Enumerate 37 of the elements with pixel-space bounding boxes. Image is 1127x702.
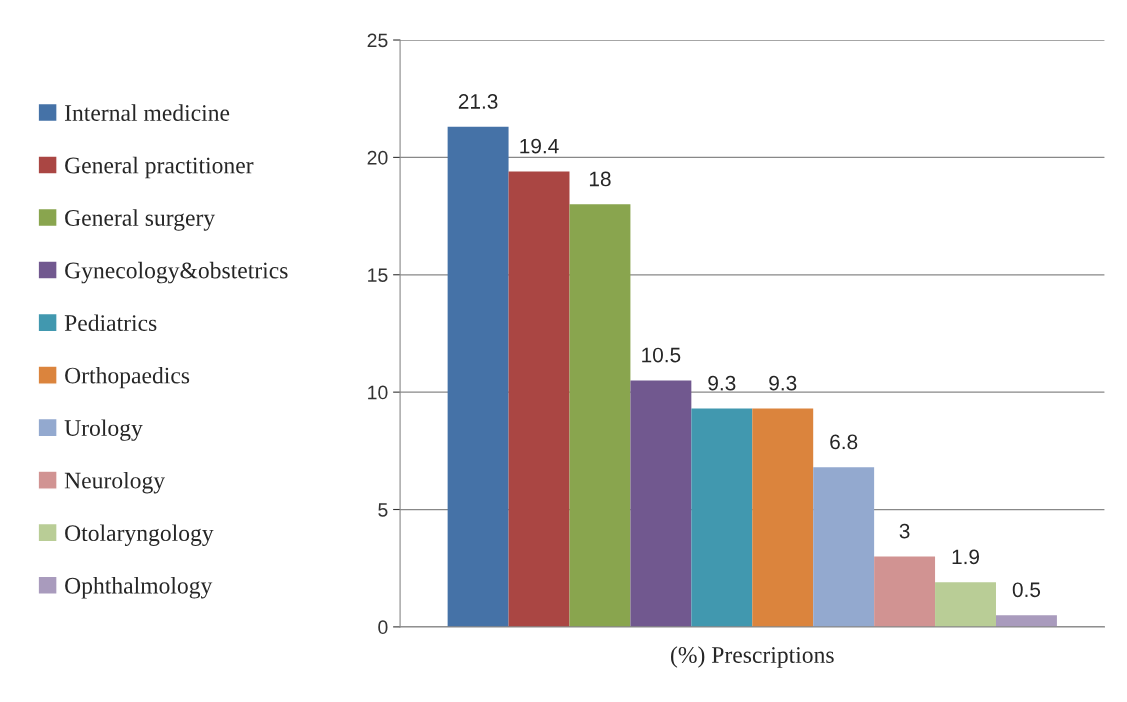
legend-label: Internal medicine [64,104,230,121]
data-label: 10.5 [642,347,681,363]
legend-label: Pediatrics [64,314,157,332]
data-label: 6.8 [830,434,858,450]
legend-label: Ophthalmology [65,577,213,599]
bar [630,380,692,627]
legend-label: General surgery [65,209,216,231]
data-label: 19.4 [520,138,559,154]
legend-label: Neurology [64,471,166,494]
legend-label: Otolaryngology [65,524,214,546]
data-label: 3 [899,523,910,539]
data-label: 1.9 [952,549,980,565]
data-label: 18 [589,171,611,187]
y-tick-label: 5 [378,503,388,517]
bar [752,408,814,627]
y-tick-label: 15 [368,268,388,282]
y-tick-label: 20 [367,150,388,165]
data-label: 21.3 [458,94,498,109]
bar [935,582,996,627]
bar [995,615,1057,627]
bar [508,171,570,627]
data-label: 0.5 [1012,582,1041,598]
bar [813,467,875,627]
bar [874,556,936,627]
y-tick-label: 25 [367,33,388,48]
y-tick-label: 0 [378,620,388,635]
legend-label: Orthopaedics [65,366,190,389]
bar [569,204,631,627]
legend-label: Urology [64,419,143,441]
legend-label: Gynecology&obstetrics [65,261,288,284]
data-label: 9.3 [708,375,736,391]
bar [691,408,753,627]
legend-label: General practitioner [65,156,254,179]
x-tick-label: (%) Prescriptions [671,646,834,668]
bar [447,126,509,627]
y-tick-label: 10 [368,385,388,400]
data-label: 9.3 [769,375,797,391]
